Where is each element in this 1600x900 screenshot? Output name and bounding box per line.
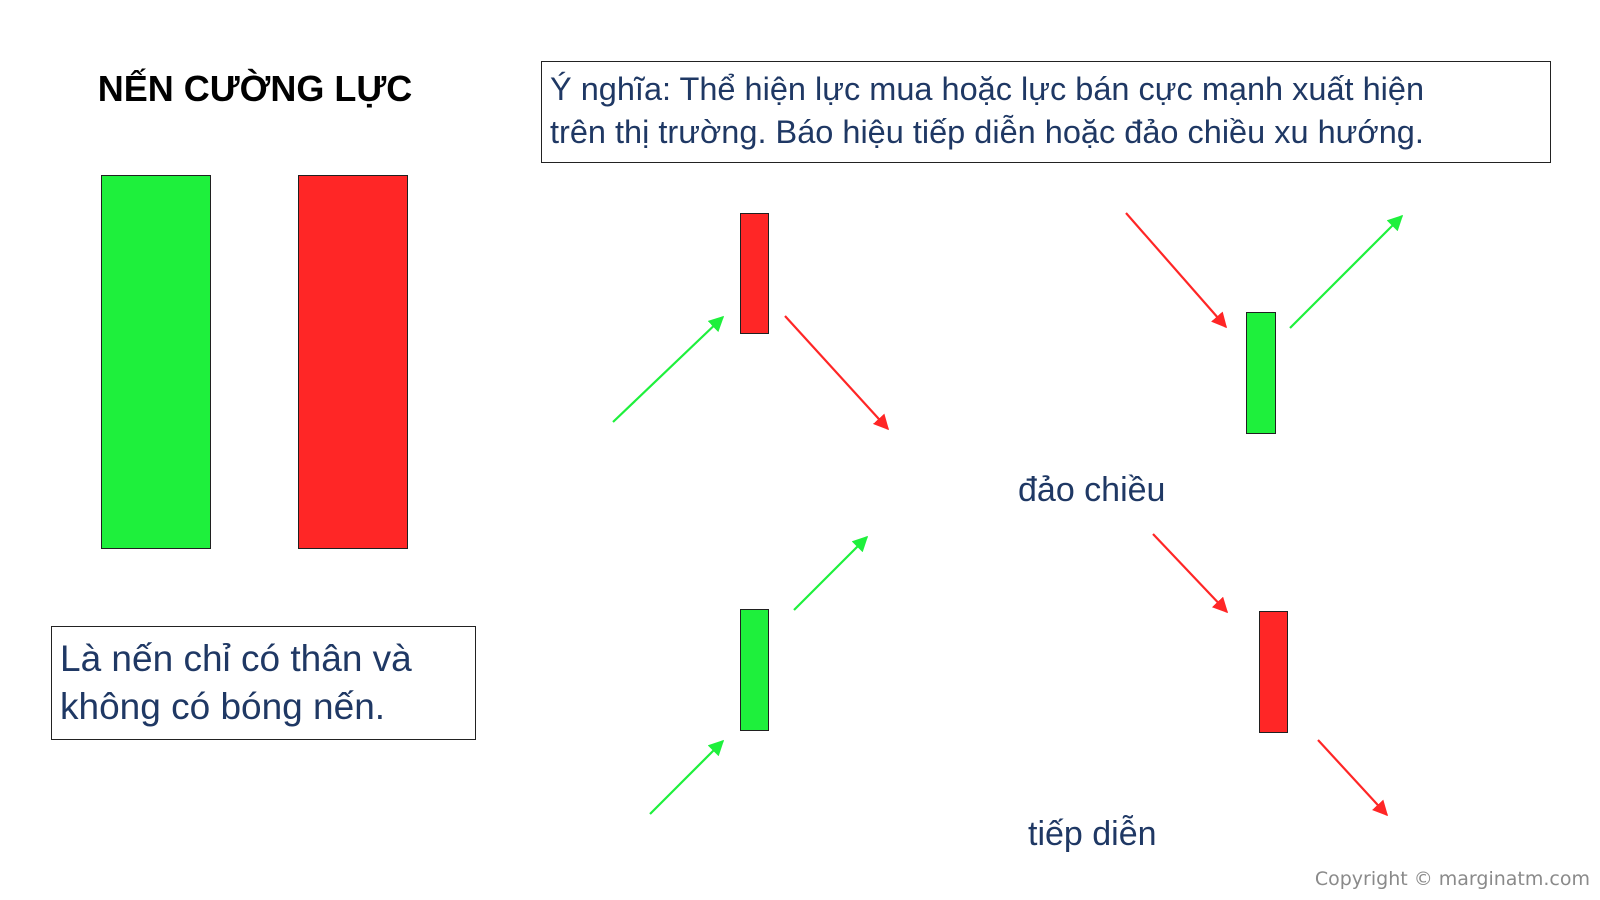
reversal-up-out-arrow	[1289, 214, 1404, 329]
reversal-bullish-candle	[1246, 312, 1276, 434]
reversal-down-arrow	[784, 315, 890, 431]
continuation-label: tiếp diễn	[1028, 815, 1157, 853]
description-line-1: Là nến chỉ có thân và	[60, 638, 412, 679]
continuation-up-into-arrow	[649, 739, 725, 815]
copyright-text: Copyright © marginatm.com	[1314, 868, 1590, 890]
reversal-bearish-candle	[740, 213, 769, 334]
continuation-down-out-arrow	[1317, 739, 1389, 817]
diagram-title: NẾN CƯỜNG LỰC	[97, 68, 413, 109]
meaning-box: Ý nghĩa: Thể hiện lực mua hoặc lực bán c…	[541, 61, 1551, 163]
continuation-down-into-arrow	[1152, 533, 1229, 614]
continuation-bearish-candle	[1259, 611, 1288, 733]
description-box: Là nến chỉ có thân và không có bóng nến.	[51, 626, 476, 740]
reversal-down-into-arrow	[1125, 212, 1228, 329]
reversal-label: đảo chiều	[1018, 471, 1166, 509]
large-bearish-candle	[298, 175, 408, 549]
continuation-up-out-arrow	[793, 535, 869, 611]
large-bullish-candle	[101, 175, 211, 549]
description-line-2: không có bóng nến.	[60, 686, 386, 727]
meaning-line-2: trên thị trường. Báo hiệu tiếp diễn hoặc…	[550, 114, 1424, 150]
meaning-line-1: Ý nghĩa: Thể hiện lực mua hoặc lực bán c…	[550, 71, 1425, 107]
continuation-bullish-candle	[740, 609, 769, 731]
reversal-up-arrow	[612, 315, 725, 423]
